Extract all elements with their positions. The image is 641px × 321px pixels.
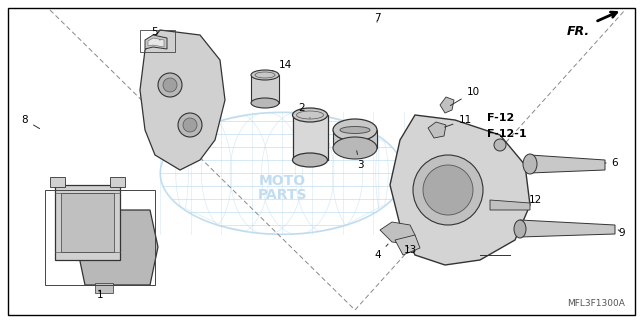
Text: 7: 7 [374, 13, 380, 23]
Ellipse shape [514, 220, 526, 238]
Text: 5: 5 [151, 27, 160, 40]
Bar [333, 130, 377, 148]
Text: PARTS: PARTS [257, 188, 307, 202]
Text: F-12-1: F-12-1 [487, 129, 527, 139]
Polygon shape [77, 210, 158, 285]
Polygon shape [390, 115, 530, 265]
Text: FR.: FR. [567, 25, 590, 38]
Bar [293, 115, 328, 160]
Polygon shape [148, 38, 164, 47]
Text: 9: 9 [618, 228, 626, 238]
Text: 2: 2 [299, 103, 310, 118]
Bar [95, 283, 113, 293]
Bar [95, 202, 113, 212]
Polygon shape [440, 97, 454, 113]
Circle shape [163, 78, 177, 92]
Text: 14: 14 [272, 60, 292, 71]
Polygon shape [395, 235, 420, 255]
Polygon shape [490, 200, 530, 210]
Text: 3: 3 [356, 151, 363, 170]
Polygon shape [380, 222, 415, 244]
Text: F-12: F-12 [487, 113, 514, 123]
Bar [110, 177, 125, 187]
Circle shape [178, 113, 202, 137]
Text: 11: 11 [445, 115, 472, 127]
Circle shape [423, 165, 473, 215]
Polygon shape [140, 30, 225, 170]
Bar [140, 30, 175, 52]
Bar [61, 193, 114, 252]
Text: 12: 12 [528, 195, 542, 205]
Ellipse shape [251, 70, 279, 80]
Bar [50, 177, 65, 187]
Bar [45, 190, 155, 285]
Text: MFL3F1300A: MFL3F1300A [567, 299, 625, 308]
Text: 10: 10 [451, 87, 479, 106]
Polygon shape [530, 155, 605, 173]
Polygon shape [428, 122, 446, 138]
Ellipse shape [523, 154, 537, 174]
Text: 6: 6 [605, 158, 619, 168]
Ellipse shape [333, 119, 377, 141]
Text: MOTO: MOTO [258, 174, 306, 188]
Bar [55, 185, 120, 260]
Bar [251, 75, 279, 103]
Circle shape [158, 73, 182, 97]
Circle shape [413, 155, 483, 225]
Text: 1: 1 [97, 290, 103, 300]
Text: 8: 8 [22, 115, 40, 129]
Text: 13: 13 [403, 245, 417, 255]
Text: 4: 4 [375, 244, 388, 260]
Ellipse shape [292, 108, 328, 122]
Polygon shape [520, 220, 615, 237]
Circle shape [494, 139, 506, 151]
Ellipse shape [292, 153, 328, 167]
Circle shape [183, 118, 197, 132]
Ellipse shape [251, 98, 279, 108]
Polygon shape [145, 35, 167, 49]
Ellipse shape [340, 126, 370, 134]
Ellipse shape [333, 137, 377, 159]
